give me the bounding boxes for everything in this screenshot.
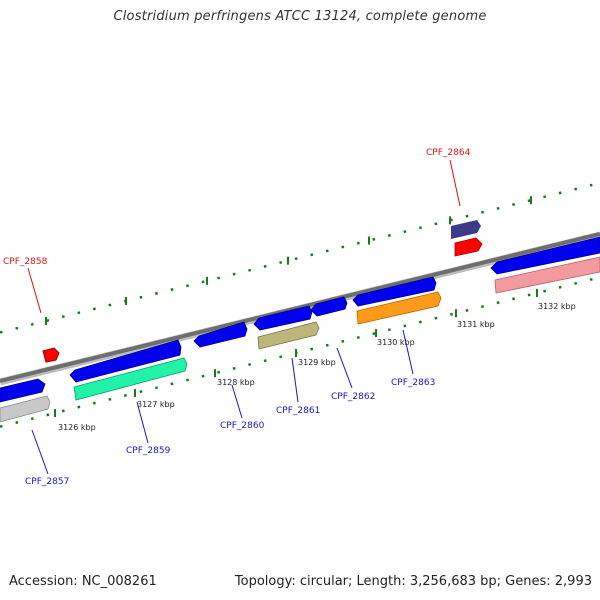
gene-label-cpf-2864: CPF_2864 [426,148,471,158]
tick-label-3130: 3130 kbp [377,338,415,347]
gene-cpf-2865[interactable] [494,256,600,294]
gene-cpf-2863[interactable] [356,291,442,325]
genome-summary-text: Topology: circular; Length: 3,256,683 bp… [234,574,592,589]
gene-label-cpf-2862: CPF_2862 [331,392,375,402]
gene-label-cpf-2860: CPF_2860 [220,421,265,431]
gene-cpf-2861[interactable] [257,321,320,350]
gene-label-cpf-2863: CPF_2863 [391,378,435,388]
tick-label-3128: 3128 kbp [217,378,255,387]
gene-cpf-2857[interactable] [0,395,51,423]
tick-labels: 3126 kbp 3127 kbp 3128 kbp 3129 kbp 3130… [58,302,576,432]
tick-label-3129: 3129 kbp [298,358,336,367]
map-title: Clostridium perfringens ATCC 13124, comp… [113,9,487,24]
tick-label-3132: 3132 kbp [538,302,576,311]
reverse-strand-genes[interactable] [0,236,600,403]
outer-tick-track [0,181,600,334]
tick-label-3126: 3126 kbp [58,423,96,432]
inner-tick-track [0,276,600,428]
gene-cpf-2864-forward[interactable] [451,220,483,257]
gene-label-cpf-2859: CPF_2859 [126,446,171,456]
gene-label-cpf-2861: CPF_2861 [276,406,320,416]
tick-label-3127: 3127 kbp [137,400,175,409]
accession-text: Accession: NC_008261 [9,574,157,589]
label-leader-lines [27,159,461,475]
gene-cpf-2858-forward[interactable] [42,347,60,363]
tick-label-3131: 3131 kbp [457,320,495,329]
gene-label-cpf-2857: CPF_2857 [25,477,69,487]
gene-cpf-2859[interactable] [73,357,188,401]
gene-label-cpf-2858: CPF_2858 [3,257,48,267]
gene-labels: CPF_2857 CPF_2858 CPF_2859 CPF_2860 CPF_… [3,148,471,487]
